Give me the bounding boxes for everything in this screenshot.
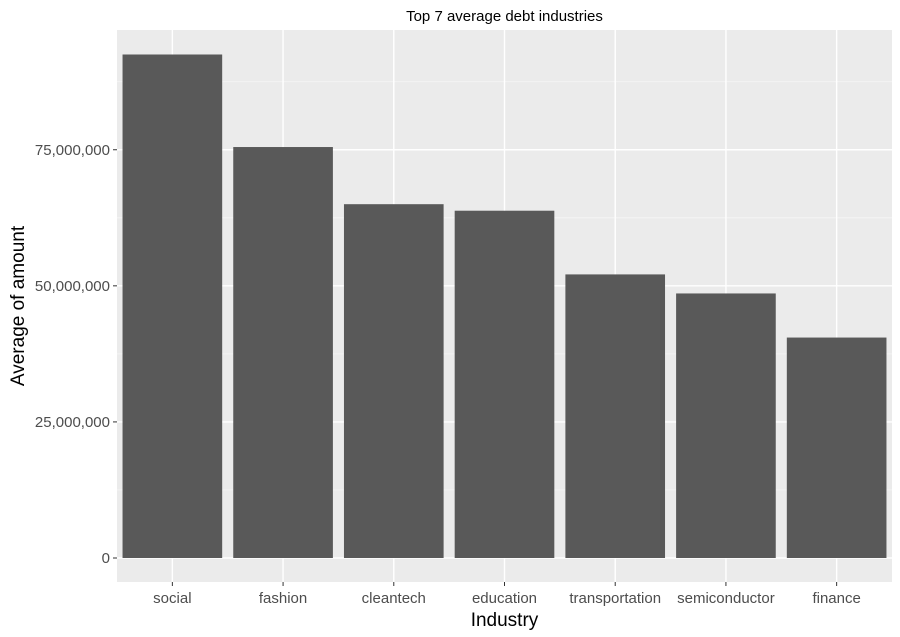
y-axis: 0 25,000,000 50,000,000 75,000,000 — [35, 142, 117, 567]
bar-cleantech — [343, 204, 444, 559]
y-tick-label: 0 — [102, 550, 110, 567]
chart-title: Top 7 average debt industries — [406, 8, 603, 25]
x-axis: social fashion cleantech education transport… — [153, 582, 861, 607]
bar-fashion — [233, 147, 333, 558]
x-tick-label: finance — [812, 590, 860, 607]
bar-education — [454, 210, 555, 558]
x-tick-label: education — [472, 590, 537, 607]
y-axis-title: Average of amount — [8, 225, 29, 386]
y-tick-label: 50,000,000 — [35, 278, 110, 295]
bar-semiconductor — [676, 293, 776, 558]
x-tick-label: social — [153, 590, 191, 607]
x-tick-label: cleantech — [362, 590, 426, 607]
x-tick-label: fashion — [259, 590, 307, 607]
bar-transportation — [565, 274, 666, 558]
x-tick-label: semiconductor — [677, 590, 775, 607]
bar-social — [122, 54, 223, 559]
x-axis-title: Industry — [471, 610, 539, 631]
bars — [122, 54, 887, 559]
bar-finance — [786, 337, 887, 558]
y-tick-label: 75,000,000 — [35, 142, 110, 159]
y-tick-label: 25,000,000 — [35, 414, 110, 431]
x-tick-label: transportation — [569, 590, 661, 607]
